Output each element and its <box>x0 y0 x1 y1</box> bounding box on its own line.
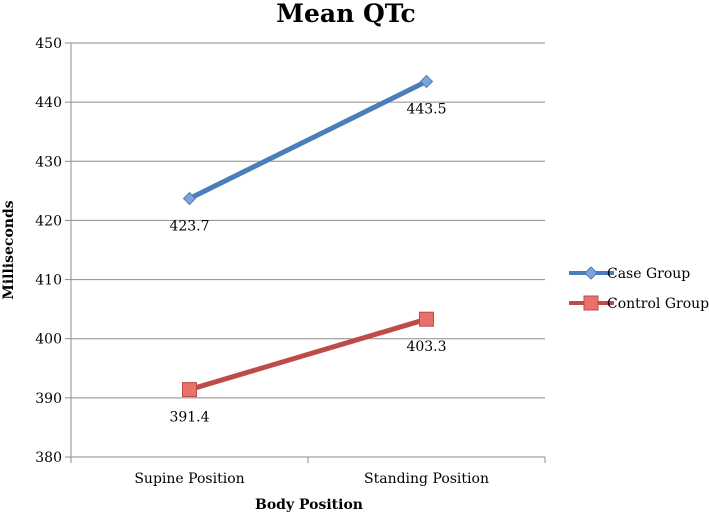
y-axis-title: Milliseconds <box>1 200 17 299</box>
y-tick-label: 400 <box>35 332 62 348</box>
legend-item: Case Group <box>569 266 690 282</box>
series-line <box>188 316 428 392</box>
data-point-diamond <box>182 191 197 206</box>
chart-title: Mean QTc <box>276 0 415 28</box>
data-point-square <box>419 311 434 327</box>
y-tick-labels: 380 390 400 410 420 430 440 450 <box>35 36 62 466</box>
data-labels: 423.7 443.5 391.4 403.3 <box>169 101 446 425</box>
legend-swatch-marker <box>583 295 599 311</box>
axes <box>65 42 546 463</box>
series-line <box>188 79 428 201</box>
y-tick-label: 380 <box>35 450 62 466</box>
data-point-square <box>182 382 197 398</box>
y-tick-label: 390 <box>35 391 62 407</box>
data-label: 391.4 <box>169 410 209 426</box>
y-tick-label: 440 <box>35 95 62 111</box>
data-label: 443.5 <box>406 101 446 117</box>
legend-swatch-marker <box>584 266 598 280</box>
legend: Case Group Control Group <box>569 266 709 312</box>
series-case-group <box>182 74 434 206</box>
data-label: 423.7 <box>169 219 209 235</box>
x-tick-label: Supine Position <box>134 471 244 487</box>
x-tick-label: Standing Position <box>364 471 489 487</box>
y-tick-label: 430 <box>35 154 62 170</box>
legend-label: Control Group <box>607 296 709 312</box>
x-axis-title: Body Position <box>255 497 363 512</box>
legend-item: Control Group <box>569 295 709 312</box>
data-label: 403.3 <box>406 339 446 355</box>
legend-label: Case Group <box>607 266 690 282</box>
y-tick-label: 450 <box>35 36 62 52</box>
series <box>182 74 434 398</box>
gridlines <box>71 42 545 458</box>
x-tick-labels: Supine Position Standing Position <box>134 471 489 487</box>
series-control-group <box>182 311 434 398</box>
y-tick-label: 410 <box>35 273 62 289</box>
y-tick-label: 420 <box>35 213 62 229</box>
data-point-diamond <box>419 74 434 89</box>
